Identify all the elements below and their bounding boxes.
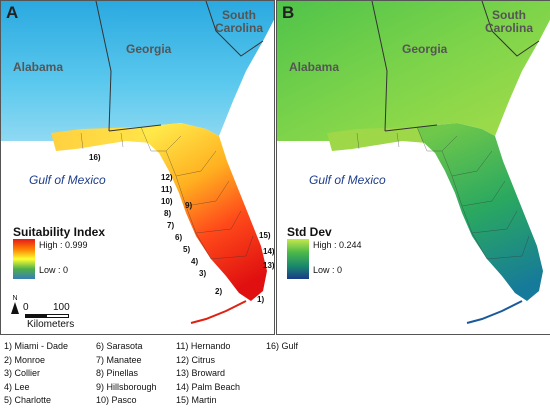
- legend-high: High : 0.244: [313, 240, 362, 250]
- county-marker: 6): [175, 233, 183, 242]
- county-marker: 5): [183, 245, 191, 254]
- state-label-south-carolina: South Carolina: [485, 8, 534, 35]
- state-label-south-carolina: South Carolina: [215, 8, 264, 35]
- gulf-label: Gulf of Mexico: [29, 173, 106, 187]
- county-marker: 13): [263, 261, 275, 270]
- county-key-item: 13) Broward: [176, 368, 226, 378]
- florida-keys: [190, 300, 247, 324]
- scale-unit: Kilometers: [27, 319, 75, 330]
- county-marker: 10): [161, 197, 173, 206]
- std-dev-map: [277, 1, 550, 324]
- panhandle: [51, 125, 169, 151]
- legend-high: High : 0.999: [39, 240, 88, 250]
- county-marker: 15): [259, 231, 271, 240]
- county-marker: 3): [199, 269, 207, 278]
- county-key-item: 14) Palm Beach: [176, 381, 241, 392]
- county-key-column: 16) Gulf: [266, 340, 298, 354]
- scale-bar: [25, 314, 69, 318]
- county-lines: [80, 126, 254, 260]
- county-key-column: 6) Sarasota 7) Manatee 8) Pinellas 9) Hi…: [96, 340, 157, 408]
- county-key-item: 8) Pinellas: [96, 368, 139, 378]
- land-mass: [1, 1, 274, 141]
- county-key-item: 4) Lee: [4, 381, 30, 392]
- county-key-item: 7) Manatee: [96, 354, 142, 365]
- legend-title: Suitability Index: [13, 225, 106, 239]
- county-marker: 12): [161, 173, 173, 182]
- county-key-item: 10) Pasco: [96, 395, 137, 405]
- state-label-georgia: Georgia: [126, 42, 172, 56]
- county-lines: [356, 126, 530, 260]
- county-key-item: 11) Hernando: [176, 341, 231, 351]
- state-label-georgia: Georgia: [402, 42, 448, 56]
- county-key-column: 11) Hernando 12) Citrus 13) Broward 14) …: [176, 340, 240, 408]
- county-marker: 16): [89, 153, 101, 162]
- county-marker: 9): [185, 201, 193, 210]
- legend-low: Low : 0: [39, 265, 69, 275]
- scale-zero: 0: [23, 302, 29, 313]
- county-key-item: 5) Charlotte: [4, 395, 52, 405]
- county-key-item: 15) Martin: [176, 395, 217, 405]
- county-key-column: 1) Miami - Dade 2) Monroe 3) Collier 4) …: [4, 340, 68, 408]
- state-borders: [371, 1, 540, 132]
- county-key-item: 3) Collier: [4, 368, 41, 378]
- legend-ramp: [13, 239, 35, 279]
- county-key-item: 1) Miami - Dade: [4, 341, 69, 351]
- county-marker: 11): [161, 185, 173, 194]
- state-label-alabama: Alabama: [13, 60, 64, 74]
- scale-value: 100: [53, 302, 70, 313]
- land-mass: [277, 1, 550, 141]
- state-borders: [95, 1, 264, 132]
- county-marker: 1): [257, 295, 265, 304]
- north-arrow-icon: N: [9, 295, 21, 321]
- peninsula: [417, 123, 543, 301]
- county-key-item: 12) Citrus: [176, 354, 216, 365]
- county-marker: 2): [215, 287, 223, 296]
- county-key-item: 16) Gulf: [266, 341, 299, 351]
- county-key-item: 2) Monroe: [4, 354, 46, 365]
- panel-letter: A: [6, 3, 19, 22]
- legend-low: Low : 0: [313, 265, 343, 275]
- legend-title: Std Dev: [287, 225, 332, 239]
- suitability-map-panel: A Alabama Georgia South Carolina Gulf of…: [0, 0, 275, 335]
- legend-ramp: [287, 239, 309, 279]
- panel-letter: B: [282, 3, 295, 22]
- suitability-map: [1, 1, 274, 324]
- county-marker: 14): [263, 247, 275, 256]
- county-marker: 8): [164, 209, 172, 218]
- state-label-alabama: Alabama: [289, 60, 340, 74]
- florida-keys: [466, 300, 523, 324]
- county-key-item: 9) Hillsborough: [96, 381, 157, 392]
- county-key-item: 6) Sarasota: [96, 341, 143, 351]
- county-marker: 7): [167, 221, 175, 230]
- county-marker: 4): [191, 257, 199, 266]
- std-dev-map-panel: B Alabama Georgia South Carolina Gulf of…: [276, 0, 550, 335]
- panhandle: [327, 125, 445, 151]
- gulf-label: Gulf of Mexico: [309, 173, 386, 187]
